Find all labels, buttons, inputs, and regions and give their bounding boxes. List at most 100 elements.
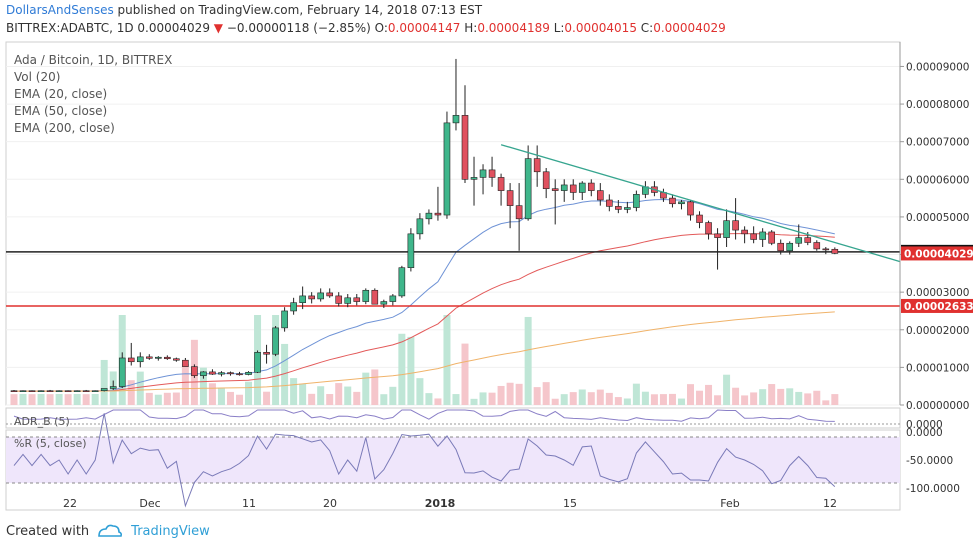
volume-bar xyxy=(723,374,731,405)
volume-bar xyxy=(326,394,334,405)
volume-bar xyxy=(19,393,27,405)
volume-bar xyxy=(127,380,135,405)
candle-body xyxy=(281,310,288,329)
volume-bar xyxy=(362,372,370,405)
candle-body xyxy=(245,371,252,375)
volume-bar xyxy=(768,384,776,405)
candle-body xyxy=(741,229,748,235)
candle-body xyxy=(389,295,397,302)
open-label: O: xyxy=(374,21,388,35)
price-tick-label: 0.00002000 xyxy=(906,325,969,337)
williams-tick-label: -50.0000 xyxy=(906,455,953,467)
candle-body xyxy=(759,231,766,240)
ohlc-header: BITTREX:ADABTC, 1D 0.00004029 ▼ −0.00000… xyxy=(6,21,726,35)
legend-ema200: EMA (200, close) xyxy=(14,121,115,135)
volume-bar xyxy=(263,391,271,405)
candle-body xyxy=(515,205,523,220)
symbol-label: BITTREX:ADABTC, 1D xyxy=(6,21,134,35)
volume-bar xyxy=(353,391,361,405)
williams-label: %R (5, close) xyxy=(14,437,87,450)
candle-body xyxy=(55,390,63,393)
price-tick-label: 0.00000000 xyxy=(906,400,969,412)
candles xyxy=(10,58,839,393)
volume-bar xyxy=(154,394,162,405)
candle-body xyxy=(46,390,54,393)
volume-bar xyxy=(786,388,794,405)
williams-tick-label: -100.0000 xyxy=(906,483,960,495)
volume-bar xyxy=(407,336,415,405)
price-label: 0.00002633 xyxy=(904,301,974,313)
candle-body xyxy=(182,359,189,367)
footer-brand-link[interactable]: TradingView xyxy=(131,523,210,539)
volume-bar xyxy=(650,394,658,405)
volume-bar xyxy=(750,392,758,405)
author-link[interactable]: DollarsAndSenses xyxy=(6,3,114,17)
candle-body xyxy=(19,390,27,393)
candle-body xyxy=(705,222,712,235)
trendline xyxy=(500,144,901,263)
candle-body xyxy=(146,356,153,359)
candle-body xyxy=(831,248,839,254)
volume-bar xyxy=(335,383,343,405)
ema20-line xyxy=(13,198,835,392)
volume-bar xyxy=(659,394,667,405)
candle-body xyxy=(64,390,72,393)
volume-bar xyxy=(804,393,812,405)
legend-title: Ada / Bitcoin, 1D, BITTREX xyxy=(14,53,173,67)
volume-bar xyxy=(587,392,595,405)
trend-line xyxy=(500,144,901,263)
volume-bar xyxy=(64,394,72,405)
low-label: L: xyxy=(553,21,565,35)
candle-body xyxy=(308,295,315,300)
candle-body xyxy=(317,292,324,300)
candle-body xyxy=(299,295,306,303)
candle-body xyxy=(136,356,144,363)
volume-bar xyxy=(623,398,631,405)
volume-bar xyxy=(299,383,307,405)
volume-bar xyxy=(614,397,622,405)
legend-ema20: EMA (20, close) xyxy=(14,87,108,101)
high-label: H: xyxy=(464,21,478,35)
volume-bar xyxy=(533,387,541,405)
adr-tick-label: 0.0000 xyxy=(906,419,943,431)
candle-body xyxy=(696,214,703,223)
down-arrow-icon: ▼ xyxy=(213,21,224,35)
volume-bar xyxy=(551,398,559,405)
candle-body xyxy=(569,184,577,193)
candle-body xyxy=(506,190,514,206)
volume-bar xyxy=(569,392,577,405)
price-label-box xyxy=(901,298,973,313)
volume-bar xyxy=(461,343,469,405)
price-axis: 0.00009000 0.00008000 0.00007000 0.00006000… xyxy=(899,42,974,412)
footer: Created with TradingView xyxy=(6,523,210,539)
volume-bar xyxy=(317,386,325,405)
price-tick-label: 0.00006000 xyxy=(906,174,969,186)
volume-bar xyxy=(831,394,839,405)
volume-bar xyxy=(208,383,216,405)
volume-bar xyxy=(596,389,604,405)
time-axis: 22 Dec 11 20 2018 15 Feb 12 xyxy=(6,497,900,511)
volume-bar xyxy=(696,390,704,405)
williams-line xyxy=(13,413,836,508)
candle-body xyxy=(91,390,99,393)
ema-lines xyxy=(13,198,835,392)
candle-body xyxy=(127,357,135,363)
candle-body xyxy=(272,327,279,355)
volume-bar xyxy=(172,392,180,405)
price-label-box xyxy=(901,246,973,261)
candle-body xyxy=(434,212,442,216)
volume-bar xyxy=(290,378,298,405)
volume-bar xyxy=(560,394,568,405)
chart-legend: Ada / Bitcoin, 1D, BITTREX Vol (20) EMA … xyxy=(14,52,172,137)
candle-body xyxy=(750,233,757,240)
volume-bar xyxy=(28,394,36,405)
volume-bar xyxy=(82,394,90,405)
volume-bar xyxy=(632,383,640,405)
candle-body xyxy=(606,199,613,207)
legend-vol: Vol (20) xyxy=(14,70,61,84)
candle-body xyxy=(263,352,270,355)
candle-body xyxy=(10,390,18,393)
candle-body xyxy=(218,372,225,375)
grid xyxy=(5,41,901,406)
